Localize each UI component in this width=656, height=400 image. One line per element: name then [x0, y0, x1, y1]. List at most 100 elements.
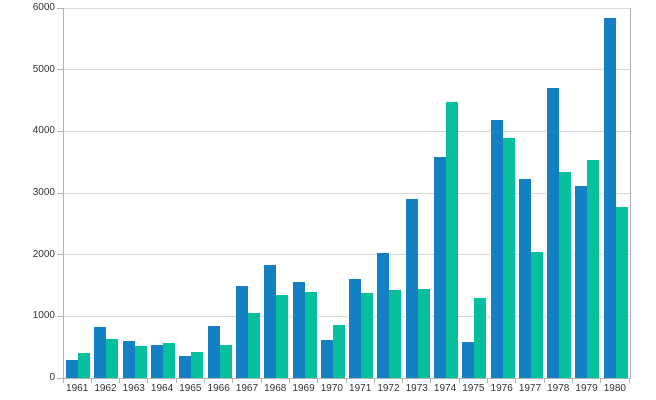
bar-group-1965 — [177, 8, 205, 378]
blue-series-bar-1972 — [377, 253, 390, 378]
teal-series-bar-1980 — [615, 206, 628, 378]
y-axis-label: 1000 — [32, 310, 55, 322]
x-axis-label-1973: 1973 — [405, 383, 428, 394]
y-axis-tick — [57, 254, 63, 256]
y-axis-label: 4000 — [32, 125, 55, 137]
plot-area — [63, 7, 631, 379]
blue-series-bar-1980 — [603, 18, 616, 378]
x-axis-tick — [458, 379, 460, 383]
blue-series-bar-1978 — [547, 88, 560, 378]
x-axis-tick — [62, 379, 64, 383]
x-axis-tick — [402, 379, 404, 383]
teal-series-bar-1968 — [276, 294, 289, 378]
teal-series-bar-1969 — [304, 292, 317, 378]
bar-group-1980 — [602, 8, 630, 378]
blue-series-bar-1973 — [405, 199, 418, 378]
teal-series-bar-1966 — [219, 344, 232, 378]
blue-series-bar-1968 — [264, 264, 277, 378]
gridline-5000 — [64, 69, 630, 71]
gridline-4000 — [64, 130, 630, 132]
x-axis-label-1966: 1966 — [207, 383, 230, 394]
gridline-6000 — [64, 7, 630, 9]
bar-group-1961 — [64, 8, 92, 378]
x-axis-label-1962: 1962 — [94, 383, 117, 394]
bar-group-1967 — [234, 8, 262, 378]
x-axis-label-1976: 1976 — [490, 383, 513, 394]
x-axis-tick — [147, 379, 149, 383]
teal-series-bar-1964 — [163, 343, 176, 378]
y-axis-label: 2000 — [32, 248, 55, 260]
bar-group-1975 — [460, 8, 488, 378]
blue-series-bar-1977 — [518, 178, 531, 378]
y-axis-label: 3000 — [32, 187, 55, 198]
x-axis-label-1980: 1980 — [603, 383, 626, 394]
x-axis-label-1978: 1978 — [547, 383, 570, 394]
x-axis-label-1964: 1964 — [150, 383, 174, 394]
blue-series-bar-1967 — [235, 285, 248, 378]
blue-series-bar-1969 — [292, 282, 305, 378]
x-axis-tick — [487, 379, 488, 383]
bar-group-1964 — [149, 8, 177, 378]
teal-series-bar-1974 — [446, 101, 458, 378]
x-axis-label-1979: 1979 — [575, 383, 598, 394]
x-axis-tick — [628, 379, 630, 383]
x-axis-tick — [232, 379, 234, 383]
teal-series-bar-1977 — [530, 252, 543, 378]
teal-series-bar-1975 — [474, 298, 487, 378]
x-axis-tick — [430, 379, 432, 383]
teal-series-bar-1972 — [389, 290, 402, 378]
teal-series-bar-1961 — [78, 353, 91, 378]
teal-series-bar-1963 — [134, 345, 147, 378]
y-axis-tick — [57, 130, 63, 132]
blue-series-bar-1974 — [434, 157, 446, 378]
teal-series-bar-1978 — [559, 172, 572, 378]
x-axis-label-1972: 1972 — [377, 383, 400, 394]
x-axis-label-1970: 1970 — [320, 383, 343, 394]
y-axis-label: 5000 — [32, 63, 55, 75]
x-axis-tick — [90, 379, 92, 383]
blue-series-bar-1970 — [320, 339, 333, 378]
x-axis-label-1977: 1977 — [518, 383, 542, 394]
blue-series-bar-1961 — [66, 359, 79, 378]
x-axis-tick — [543, 379, 545, 383]
blue-series-bar-1962 — [94, 326, 107, 378]
y-axis-tick — [57, 7, 63, 9]
bar-group-1973 — [404, 8, 432, 378]
y-axis-label: 6000 — [32, 2, 55, 13]
y-axis-tick — [57, 69, 63, 71]
x-axis-label-1961: 1961 — [66, 383, 89, 394]
teal-series-bar-1967 — [247, 313, 260, 378]
x-axis-label-1967: 1967 — [235, 383, 259, 394]
bar-group-1968 — [262, 8, 290, 378]
blue-series-bar-1966 — [207, 326, 220, 378]
x-axis-tick — [571, 379, 573, 383]
x-axis-tick — [373, 379, 375, 383]
x-axis-tick — [204, 379, 205, 383]
blue-series-bar-1979 — [575, 186, 588, 378]
gridline-1000 — [64, 315, 630, 317]
teal-series-bar-1965 — [191, 352, 204, 378]
blue-series-bar-1975 — [462, 341, 475, 378]
bars-container — [64, 8, 630, 378]
blue-series-bar-1963 — [122, 341, 135, 378]
x-axis-label-1969: 1969 — [292, 383, 315, 394]
y-axis-tick — [57, 377, 63, 379]
bar-group-1976 — [488, 8, 516, 378]
bar-group-1978 — [545, 8, 573, 378]
bar-group-1962 — [92, 8, 120, 378]
teal-series-bar-1973 — [417, 289, 430, 378]
x-axis-tick — [317, 379, 319, 383]
blue-series-bar-1964 — [151, 345, 164, 378]
teal-series-bar-1976 — [502, 137, 515, 378]
blue-series-bar-1965 — [179, 356, 192, 378]
bar-group-1971 — [347, 8, 375, 378]
teal-series-bar-1971 — [361, 292, 374, 378]
x-axis-tick — [288, 379, 290, 383]
bar-group-1972 — [375, 8, 403, 378]
bar-group-1979 — [573, 8, 601, 378]
bar-group-1974 — [432, 8, 460, 378]
x-axis-label-1975: 1975 — [462, 383, 485, 394]
x-axis-label-1968: 1968 — [264, 383, 287, 394]
gridline-2000 — [64, 254, 630, 256]
